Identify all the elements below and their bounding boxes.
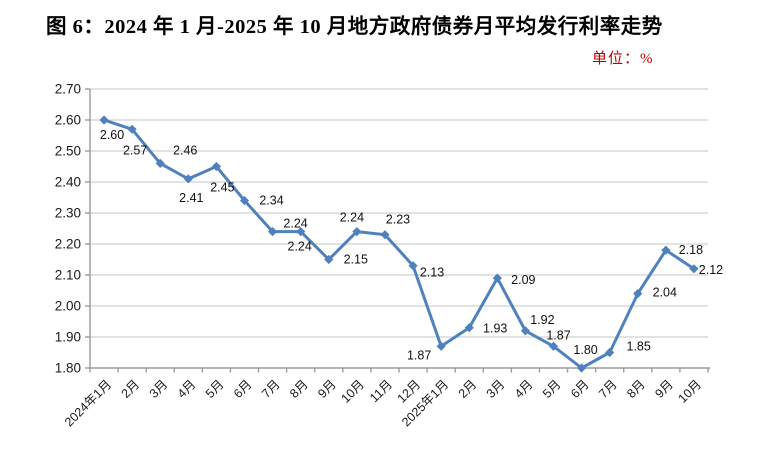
- x-tick-label: 11月: [367, 377, 395, 405]
- y-tick-label: 2.10: [55, 268, 81, 283]
- x-tick-label: 2月: [119, 377, 143, 401]
- x-tick-label: 6月: [568, 377, 592, 401]
- data-point-marker: [408, 261, 418, 271]
- data-point-label: 2.57: [123, 143, 147, 157]
- x-tick-label: 10月: [338, 377, 367, 406]
- data-point-label: 2.24: [288, 240, 312, 254]
- x-tick-label: 5月: [540, 377, 564, 401]
- data-point-label: 1.87: [546, 328, 570, 342]
- data-point-marker: [661, 245, 671, 255]
- data-point-marker: [576, 363, 587, 373]
- x-tick-label: 3月: [147, 377, 171, 401]
- x-tick-label: 8月: [287, 377, 311, 401]
- x-tick-label: 6月: [231, 377, 255, 401]
- y-tick-label: 2.00: [55, 299, 81, 314]
- data-point-label: 2.12: [699, 263, 723, 277]
- data-point-label: 1.85: [627, 340, 651, 354]
- data-point-marker: [633, 289, 643, 299]
- x-tick-label: 4月: [512, 377, 536, 401]
- data-point-label: 2.60: [100, 128, 124, 142]
- data-point-label: 2.24: [340, 211, 364, 225]
- x-tick-label: 2024年1月: [62, 377, 114, 429]
- y-tick-label: 1.80: [55, 361, 81, 376]
- y-tick-label: 2.20: [55, 237, 81, 252]
- figure-title: 图 6：2024 年 1 月-2025 年 10 月地方政府债券月平均发行利率走…: [46, 16, 663, 38]
- data-point-label: 2.24: [283, 217, 307, 231]
- data-point-label: 2.41: [179, 191, 203, 205]
- data-point-label: 1.93: [483, 322, 507, 336]
- data-point-marker: [436, 341, 446, 351]
- data-point-label: 2.18: [679, 243, 703, 257]
- data-point-marker: [520, 326, 531, 336]
- y-tick-label: 2.40: [55, 175, 81, 190]
- data-point-marker: [605, 347, 615, 358]
- data-point-marker: [267, 227, 278, 237]
- data-point-label: 2.09: [511, 273, 535, 287]
- x-tick-label: 7月: [259, 377, 283, 401]
- data-point-marker: [689, 264, 699, 274]
- unit-label: 单位：%: [592, 51, 654, 67]
- x-tick-label: 10月: [676, 377, 705, 406]
- data-point-label: 1.92: [530, 313, 554, 327]
- x-tick-label: 3月: [484, 377, 508, 401]
- x-tick-label: 2月: [456, 377, 480, 401]
- data-point-label: 2.15: [344, 253, 368, 267]
- data-point-label: 2.45: [210, 181, 234, 195]
- data-point-marker: [183, 174, 193, 184]
- data-point-marker: [324, 254, 334, 265]
- data-point-marker: [239, 196, 250, 206]
- data-point-marker: [548, 341, 559, 351]
- data-point-marker: [211, 161, 222, 172]
- data-point-marker: [492, 273, 502, 283]
- data-point-label: 2.23: [386, 213, 410, 227]
- y-tick-label: 2.60: [55, 113, 81, 128]
- data-point-marker: [155, 158, 165, 168]
- x-tick-label: 4月: [175, 377, 199, 401]
- data-point-marker: [464, 323, 474, 333]
- x-tick-label: 7月: [596, 377, 620, 401]
- data-point-label: 2.46: [173, 143, 197, 157]
- data-point-label: 2.04: [653, 286, 677, 300]
- data-point-marker: [99, 115, 109, 125]
- y-tick-label: 2.50: [55, 144, 81, 159]
- data-point-marker: [296, 227, 306, 237]
- data-point-label: 1.80: [573, 343, 597, 357]
- y-tick-label: 2.30: [55, 206, 81, 221]
- x-tick-label: 9月: [652, 377, 676, 401]
- y-tick-label: 2.70: [55, 82, 81, 97]
- x-tick-label: 5月: [203, 377, 227, 401]
- data-point-marker: [352, 227, 362, 237]
- x-tick-label: 8月: [624, 377, 648, 401]
- y-tick-label: 1.90: [55, 330, 81, 345]
- data-point-label: 1.87: [407, 348, 431, 362]
- data-point-marker: [127, 124, 137, 134]
- x-tick-label: 9月: [315, 377, 339, 401]
- data-point-label: 2.34: [259, 194, 283, 208]
- data-point-marker: [380, 230, 390, 240]
- data-point-label: 2.13: [420, 266, 444, 280]
- series-line: [102, 118, 696, 370]
